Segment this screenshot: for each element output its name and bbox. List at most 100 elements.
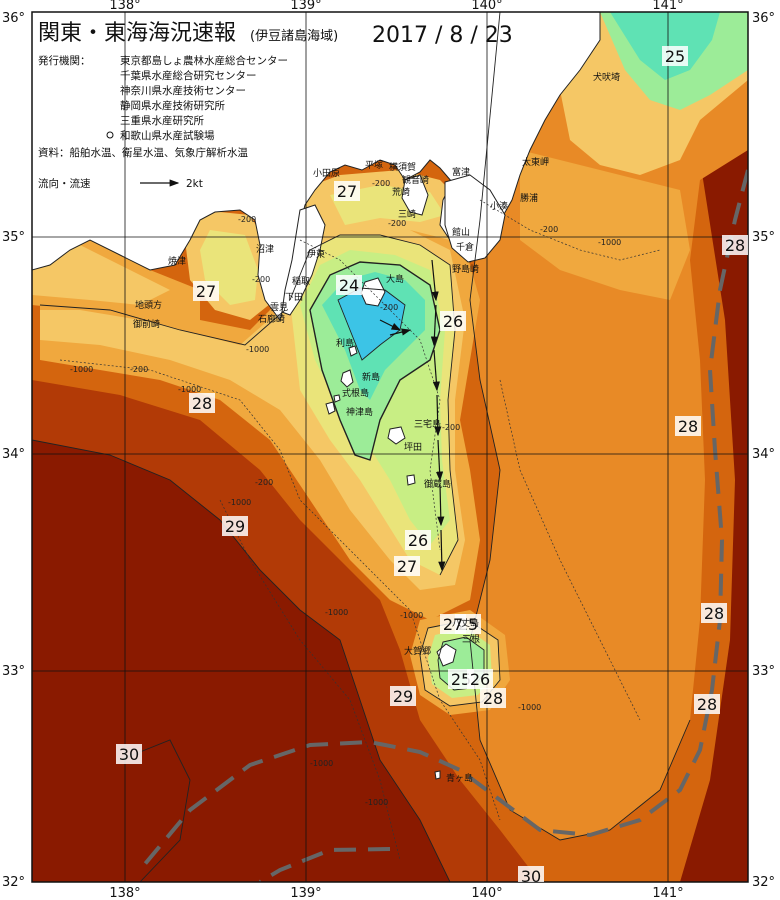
- place-label: 地頭方: [135, 299, 162, 311]
- svg-text:29: 29: [225, 517, 245, 536]
- iso-label: 28: [694, 694, 720, 714]
- header: 関東・東海海況速報 (伊豆諸島海域) 2017 / 8 / 23: [38, 21, 513, 48]
- place-label: 八丈島: [452, 617, 479, 629]
- place-label: 式根島: [342, 387, 369, 399]
- lat-label: 36°: [752, 11, 775, 26]
- depth-label: -1000: [246, 345, 269, 354]
- depth-label: -1000: [400, 611, 423, 620]
- place-label: 石廊崎: [258, 313, 285, 325]
- place-label: 雲見: [270, 302, 288, 313]
- latitude-labels-left: 36° 35° 34° 33° 32°: [2, 11, 25, 890]
- island-kozu: [325, 401, 336, 415]
- place-label: 富津: [452, 166, 470, 178]
- svg-text:28: 28: [483, 689, 503, 708]
- island-niijima: [340, 369, 354, 388]
- place-label: 観音崎: [402, 174, 429, 186]
- island-hachijo: [436, 643, 457, 667]
- svg-text:27: 27: [196, 282, 216, 301]
- lon-label: 139°: [290, 886, 321, 900]
- lon-label: 138°: [109, 0, 140, 13]
- svg-text:25: 25: [665, 47, 685, 66]
- isotherm-lines: [32, 12, 691, 882]
- data-source: 資料：船舶水温、衛星水温、気象庁解析水温: [38, 146, 248, 159]
- lon-label: 141°: [652, 0, 683, 13]
- legend-label: 流向・流速: [38, 177, 91, 190]
- depth-label: -1000: [310, 759, 333, 768]
- place-label: 太東岬: [522, 156, 549, 168]
- svg-text:26: 26: [443, 312, 463, 331]
- lat-label: 34°: [2, 447, 25, 462]
- map-subtitle: (伊豆諸島海域): [250, 28, 338, 44]
- station-marker-icon: [106, 131, 114, 139]
- lat-label: 34°: [752, 447, 775, 462]
- svg-text:30: 30: [521, 867, 541, 886]
- place-label: 三根: [462, 633, 480, 645]
- place-label: 坪田: [404, 442, 422, 453]
- lon-label: 139°: [290, 0, 321, 13]
- lat-label: 36°: [2, 11, 25, 26]
- place-label: 伊東: [307, 248, 325, 260]
- depth-label: -200: [372, 179, 390, 188]
- iso-label: 30: [116, 744, 142, 764]
- agency-item: 静岡県水産技術研究所: [120, 99, 225, 112]
- place-label: 勝浦: [520, 192, 538, 204]
- place-label: 利島: [336, 337, 354, 349]
- svg-text:30: 30: [119, 745, 139, 764]
- depth-label: -200: [540, 225, 558, 234]
- agency-item: 三重県水産研究所: [120, 114, 204, 127]
- kuroshio-axis: [138, 169, 748, 882]
- place-label: 館山: [452, 226, 470, 238]
- longitude-labels-bottom: 138° 139° 140° 141°: [109, 886, 683, 900]
- place-label: 大賀郷: [404, 645, 431, 657]
- info-block: 発行機関： 東京都島しょ農林水産総合センター 千葉県水産総合研究センター 神奈川…: [38, 54, 288, 190]
- lat-label: 35°: [752, 230, 775, 245]
- map-title: 関東・東海海況速報: [38, 21, 236, 46]
- lat-label: 33°: [2, 664, 25, 679]
- place-label: 大島: [386, 273, 404, 285]
- place-label: 沼津: [256, 244, 274, 255]
- agencies-heading: 発行機関：: [38, 54, 91, 67]
- svg-text:25: 25: [451, 670, 471, 689]
- depth-label: -200: [388, 219, 406, 228]
- depth-label: -1000: [325, 608, 348, 617]
- iso-label: 27: [394, 556, 420, 576]
- iso-label: 27: [193, 281, 219, 301]
- place-label: 横須賀: [389, 161, 416, 173]
- lon-label: 140°: [471, 886, 502, 900]
- iso-label: 29: [390, 686, 416, 706]
- place-label: 稲取: [292, 275, 310, 287]
- latitude-labels-right: 36° 35° 34° 33° 32°: [752, 11, 775, 890]
- legend-speed: 2kt: [186, 178, 203, 190]
- depth-label: -1000: [518, 703, 541, 712]
- place-label: 荒崎: [392, 186, 410, 198]
- lat-label: 32°: [2, 875, 25, 890]
- iso-label: 26: [440, 311, 466, 331]
- lon-label: 138°: [109, 886, 140, 900]
- agency-item: 千葉県水産総合研究センター: [120, 69, 257, 82]
- iso-label: 24: [336, 275, 362, 295]
- sst-zone-30-east: [680, 150, 748, 882]
- iso-label: 26: [405, 530, 431, 550]
- island-miyake: [387, 426, 406, 445]
- svg-text:24: 24: [339, 276, 359, 295]
- agency-item: 東京都島しょ農林水産総合センター: [120, 54, 288, 67]
- lat-label: 33°: [752, 664, 775, 679]
- svg-text:27: 27: [397, 557, 417, 576]
- depth-label: -200: [255, 478, 273, 487]
- place-label: 御前崎: [133, 318, 160, 330]
- island-mikura: [406, 474, 416, 486]
- lat-label: 32°: [752, 875, 775, 890]
- iso-label: 29: [222, 516, 248, 536]
- iso-label: 28: [675, 416, 701, 436]
- lon-label: 140°: [471, 0, 502, 13]
- iso-label: 28: [722, 235, 748, 255]
- iso-label: 28: [480, 688, 506, 708]
- depth-label: -200: [442, 423, 460, 432]
- svg-text:28: 28: [704, 604, 724, 623]
- svg-text:28: 28: [678, 417, 698, 436]
- iso-label: 28: [189, 393, 215, 413]
- place-label: 野島崎: [452, 263, 479, 275]
- place-label: 平塚: [365, 160, 383, 171]
- depth-label: -1000: [70, 365, 93, 374]
- place-label: 三宅島: [414, 418, 441, 430]
